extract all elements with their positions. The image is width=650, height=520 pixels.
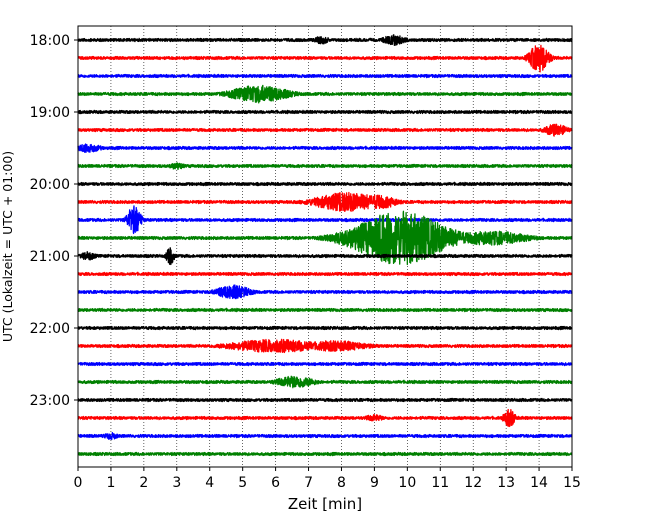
x-tick-label: 11 <box>431 475 449 491</box>
y-tick-label: 20:00 <box>30 177 70 193</box>
x-tick-label: 2 <box>139 475 148 491</box>
seismogram-trace <box>77 109 573 115</box>
y-tick-label: 22:00 <box>30 321 70 337</box>
seismogram-trace <box>77 210 573 266</box>
seismogram-traces <box>77 34 573 457</box>
seismogram-trace <box>77 451 573 457</box>
x-tick-label: 13 <box>497 475 515 491</box>
seismogram-trace <box>77 143 573 153</box>
y-tick-label: 21:00 <box>30 249 70 265</box>
x-tick-label: 14 <box>530 475 548 491</box>
seismogram-trace <box>77 284 573 300</box>
x-tick-label: 12 <box>464 475 482 491</box>
seismogram-trace <box>77 431 573 441</box>
x-tick-label: 6 <box>271 475 280 491</box>
seismogram-trace <box>77 397 573 403</box>
seismogram-trace <box>77 247 573 266</box>
y-axis-ticks: 18:00 19:00 20:00 21:00 22:00 23:00 <box>30 33 78 409</box>
x-tick-label: 5 <box>238 475 247 491</box>
y-tick-label: 23:00 <box>30 393 70 409</box>
x-tick-label: 0 <box>74 475 83 491</box>
seismogram-trace <box>77 181 573 187</box>
seismogram-trace <box>77 73 573 79</box>
seismogram-trace <box>77 271 573 277</box>
x-tick-label: 9 <box>370 475 379 491</box>
x-tick-label: 3 <box>172 475 181 491</box>
x-tick-label: 8 <box>337 475 346 491</box>
x-axis-label: Zeit [min] <box>288 495 362 513</box>
x-tick-label: 10 <box>398 475 416 491</box>
y-tick-label: 19:00 <box>30 105 70 121</box>
seismogram-trace <box>77 84 573 104</box>
plot-frame <box>77 25 573 468</box>
seismogram-trace <box>77 408 573 428</box>
seismogram-trace <box>77 44 573 73</box>
y-axis-label: UTC (Lokalzeit = UTC + 01:00) <box>0 151 15 342</box>
seismogram-trace <box>77 375 573 389</box>
y-tick-label: 18:00 <box>30 33 70 49</box>
x-tick-label: 7 <box>304 475 313 491</box>
seismogram-trace <box>77 338 573 354</box>
x-tick-label: 4 <box>205 475 214 491</box>
seismogram-trace <box>77 34 573 47</box>
seismogram-trace <box>77 162 573 170</box>
seismogram-trace <box>77 361 573 367</box>
x-tick-label: 15 <box>563 475 581 491</box>
seismogram-trace <box>77 205 573 235</box>
x-tick-label: 1 <box>106 475 115 491</box>
x-axis-ticks: 0 1 2 3 4 5 6 7 8 9 10 11 12 13 14 15 <box>74 467 581 491</box>
seismogram-trace <box>77 123 573 137</box>
seismogram-trace <box>77 191 573 212</box>
seismogram-trace <box>77 307 573 313</box>
seismogram-trace <box>77 325 573 331</box>
